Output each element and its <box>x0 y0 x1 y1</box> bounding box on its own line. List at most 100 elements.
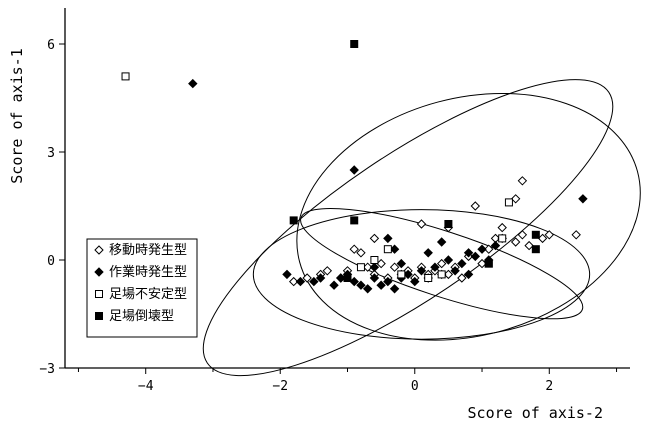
x-tick-label: −4 <box>138 379 154 394</box>
data-point-series-2 <box>336 273 346 283</box>
data-point-series-1 <box>302 273 312 283</box>
data-point-series-1 <box>544 230 554 240</box>
data-point-series-3 <box>437 270 446 279</box>
data-point-series-1 <box>470 201 481 211</box>
data-point-series-2 <box>450 266 460 276</box>
data-point-series-3 <box>356 263 365 272</box>
legend-label: 足場不安定型 <box>109 287 187 302</box>
data-point-series-1 <box>517 176 528 186</box>
data-point-series-2 <box>443 255 454 265</box>
data-point-series-1 <box>484 244 494 254</box>
data-point-series-2 <box>362 284 373 294</box>
data-point-series-2 <box>369 273 380 283</box>
data-point-series-3 <box>370 256 379 264</box>
data-point-series-4 <box>343 274 352 282</box>
data-point-series-3 <box>424 274 433 282</box>
data-point-series-2 <box>403 269 413 280</box>
y-tick-label: −3 <box>39 362 55 377</box>
ellipses-layer <box>202 79 641 377</box>
data-point-series-2 <box>423 248 433 258</box>
data-point-series-2 <box>389 284 400 294</box>
data-point-series-4 <box>484 259 493 268</box>
data-point-series-4 <box>289 216 298 225</box>
data-point-series-1 <box>457 273 467 283</box>
data-point-series-4 <box>531 245 540 254</box>
data-point-series-2 <box>410 276 420 287</box>
axes-layer: −4 −2 0 2 −3 0 3 6 <box>39 8 630 394</box>
legend-marker <box>95 312 103 320</box>
confidence-ellipse <box>296 92 641 341</box>
data-point-series-1 <box>517 230 528 240</box>
y-tick-label: 0 <box>47 254 55 269</box>
data-point-series-4 <box>350 216 359 225</box>
data-point-series-1 <box>362 262 373 272</box>
data-point-series-2 <box>490 240 501 251</box>
data-point-series-2 <box>416 266 427 276</box>
y-tick-label: 3 <box>47 146 55 161</box>
data-point-series-2 <box>349 276 359 287</box>
data-point-series-4 <box>444 220 453 228</box>
data-point-series-3 <box>498 234 507 243</box>
data-point-series-2 <box>477 244 487 254</box>
data-point-series-2 <box>457 258 467 269</box>
data-point-series-3 <box>383 245 392 254</box>
data-point-series-1 <box>510 194 521 204</box>
data-point-series-1 <box>288 276 299 287</box>
data-point-series-2 <box>389 244 400 254</box>
data-point-series-2 <box>329 280 339 290</box>
data-point-series-2 <box>282 269 292 280</box>
confidence-ellipse <box>202 79 614 377</box>
data-point-series-1 <box>376 258 386 269</box>
data-point-series-1 <box>349 244 359 254</box>
data-point-series-2 <box>349 165 359 175</box>
data-point-series-2 <box>463 269 474 280</box>
data-point-series-1 <box>389 262 400 272</box>
data-point-series-3 <box>504 198 513 207</box>
data-point-series-2 <box>383 276 393 287</box>
data-point-series-3 <box>397 270 406 279</box>
data-point-series-1 <box>416 219 427 229</box>
data-point-series-2 <box>470 251 481 262</box>
data-point-series-2 <box>383 233 393 244</box>
legend-marker <box>95 290 103 298</box>
data-point-series-1 <box>443 269 454 280</box>
x-tick-label: 0 <box>411 379 419 394</box>
data-point-series-2 <box>578 194 588 204</box>
legend-marker <box>94 245 104 255</box>
data-point-series-4 <box>350 40 359 48</box>
data-point-series-2 <box>463 248 474 258</box>
legend-label: 移動時発生型 <box>109 243 187 258</box>
data-point-series-2 <box>315 273 326 283</box>
data-point-series-2 <box>369 262 380 272</box>
data-point-series-2 <box>309 276 319 287</box>
data-point-series-1 <box>571 230 581 240</box>
confidence-ellipse <box>252 209 591 340</box>
data-point-series-1 <box>369 233 380 244</box>
legend-label: 作業時発生型 <box>109 264 187 280</box>
legend-box <box>86 238 198 338</box>
x-axis-label: Score of axis-2 <box>468 404 603 422</box>
data-point-series-1 <box>524 240 534 251</box>
data-point-series-1 <box>436 258 447 269</box>
confidence-ellipse <box>300 207 584 320</box>
data-point-series-2 <box>430 262 440 272</box>
points-layer <box>121 40 588 294</box>
data-point-series-2 <box>376 280 386 290</box>
data-point-series-1 <box>497 222 507 233</box>
data-point-series-1 <box>510 237 521 247</box>
legend-label: 足場倒壊型 <box>109 309 174 324</box>
data-point-series-1 <box>537 233 548 244</box>
y-axis-label: Score of axis-1 <box>8 48 26 183</box>
data-point-series-3 <box>121 72 130 81</box>
data-point-series-2 <box>396 258 407 269</box>
x-tick-label: −2 <box>272 379 288 394</box>
y-tick-label: 6 <box>47 38 55 53</box>
data-point-series-1 <box>356 248 366 258</box>
data-point-series-2 <box>356 280 366 290</box>
data-point-series-1 <box>477 258 487 269</box>
data-point-series-2 <box>436 237 447 247</box>
data-point-series-1 <box>322 266 333 276</box>
